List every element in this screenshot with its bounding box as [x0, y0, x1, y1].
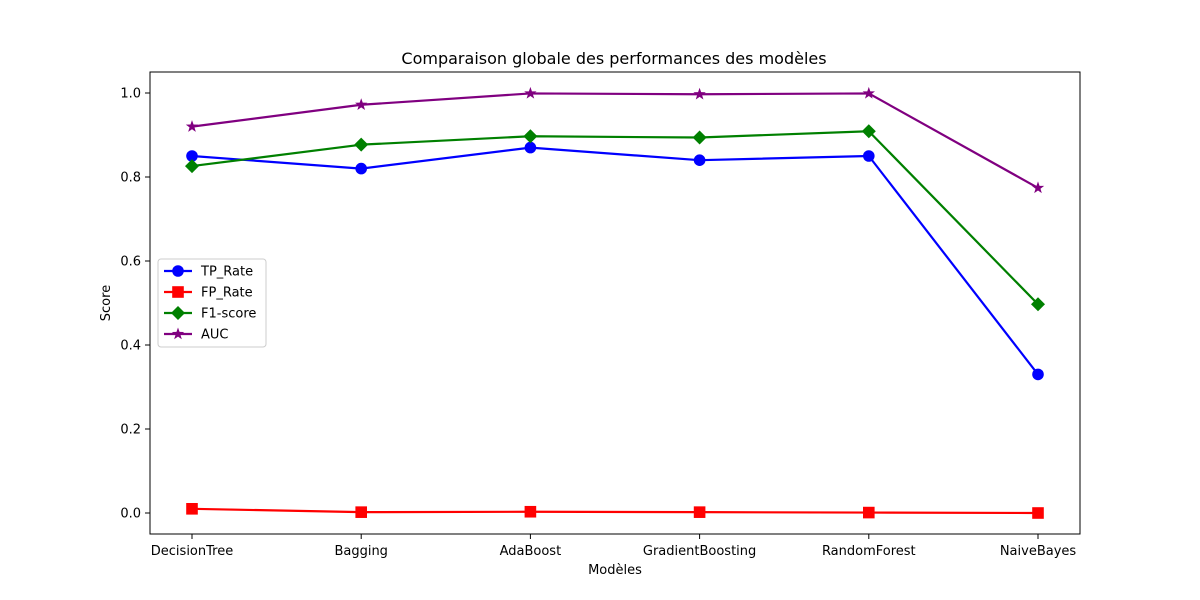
legend-label: AUC — [201, 328, 229, 343]
series-fp-rate — [186, 503, 1044, 519]
series-f1-score — [185, 124, 1045, 312]
chart-title: Comparaison globale des performances des… — [401, 49, 826, 68]
legend-item-fp-rate: FP_Rate — [164, 286, 253, 301]
x-axis-label: Modèles — [588, 563, 642, 578]
data-point-f1-score — [185, 159, 199, 174]
data-point-auc — [862, 86, 875, 99]
data-point-tp-rate — [186, 150, 198, 162]
y-tick-label: 0.6 — [120, 255, 141, 270]
legend-marker — [172, 265, 184, 277]
y-axis: 0.0 0.2 0.4 0.6 0.8 1.0 — [120, 87, 150, 522]
x-tick-label: RandomForest — [822, 544, 916, 559]
series-line-f1-score — [191, 130, 1039, 306]
data-point-f1-score — [354, 137, 369, 152]
legend-marker — [171, 306, 185, 320]
legend-item-auc: AUC — [164, 327, 229, 343]
data-point-f1-score — [523, 129, 538, 144]
data-point-f1-score — [692, 130, 707, 145]
plot-area — [149, 71, 1081, 535]
x-axis: DecisionTree Bagging AdaBoost GradientBoost… — [151, 534, 1077, 559]
legend-box — [157, 258, 267, 348]
legend-label: F1-score — [201, 307, 256, 322]
y-axis-label: Score — [99, 285, 114, 321]
data-point-fp-rate — [524, 505, 537, 518]
x-tick-label: DecisionTree — [151, 544, 233, 559]
series-line-fp-rate — [191, 507, 1039, 515]
data-point-fp-rate — [863, 506, 875, 519]
data-point-tp-rate — [863, 150, 875, 162]
data-point-f1-score — [861, 124, 876, 139]
y-tick-label: 0.4 — [120, 339, 141, 354]
series-tp-rate — [186, 141, 1044, 381]
y-tick-label: 0.0 — [120, 507, 141, 522]
data-point-fp-rate — [186, 503, 198, 515]
data-point-f1-score — [1031, 297, 1045, 312]
legend-marker — [172, 286, 184, 298]
legend-label: FP_Rate — [201, 286, 253, 301]
y-tick-label: 0.8 — [120, 171, 141, 186]
x-tick-label: AdaBoost — [500, 544, 562, 559]
series-auc — [185, 86, 1045, 194]
data-point-fp-rate — [355, 506, 367, 518]
series-line-auc — [191, 92, 1039, 189]
x-tick-label: GradientBoosting — [643, 544, 756, 559]
legend-label: TP_Rate — [200, 265, 253, 280]
data-point-auc — [693, 87, 706, 100]
data-point-auc — [1031, 181, 1045, 194]
y-tick-label: 1.0 — [120, 87, 141, 102]
data-point-tp-rate — [693, 154, 706, 166]
data-point-tp-rate — [524, 141, 537, 154]
legend-item-tp-rate: TP_Rate — [164, 265, 253, 280]
data-point-tp-rate — [355, 162, 368, 175]
data-point-auc — [355, 98, 368, 111]
data-point-fp-rate — [693, 506, 706, 518]
y-tick-label: 0.2 — [120, 423, 141, 438]
series-layer — [185, 86, 1045, 519]
legend-marker — [171, 327, 185, 340]
data-point-fp-rate — [1032, 507, 1044, 519]
legend-item-f1-score: F1-score — [164, 306, 256, 322]
x-tick-label: Bagging — [334, 544, 388, 559]
data-point-tp-rate — [1032, 368, 1044, 381]
x-tick-label: NaiveBayes — [1000, 544, 1077, 559]
data-point-auc — [185, 120, 199, 132]
series-line-tp-rate — [191, 146, 1039, 376]
data-point-auc — [524, 86, 537, 99]
legend: TP_Rate FP_Rate F1-score AUC — [157, 258, 267, 348]
